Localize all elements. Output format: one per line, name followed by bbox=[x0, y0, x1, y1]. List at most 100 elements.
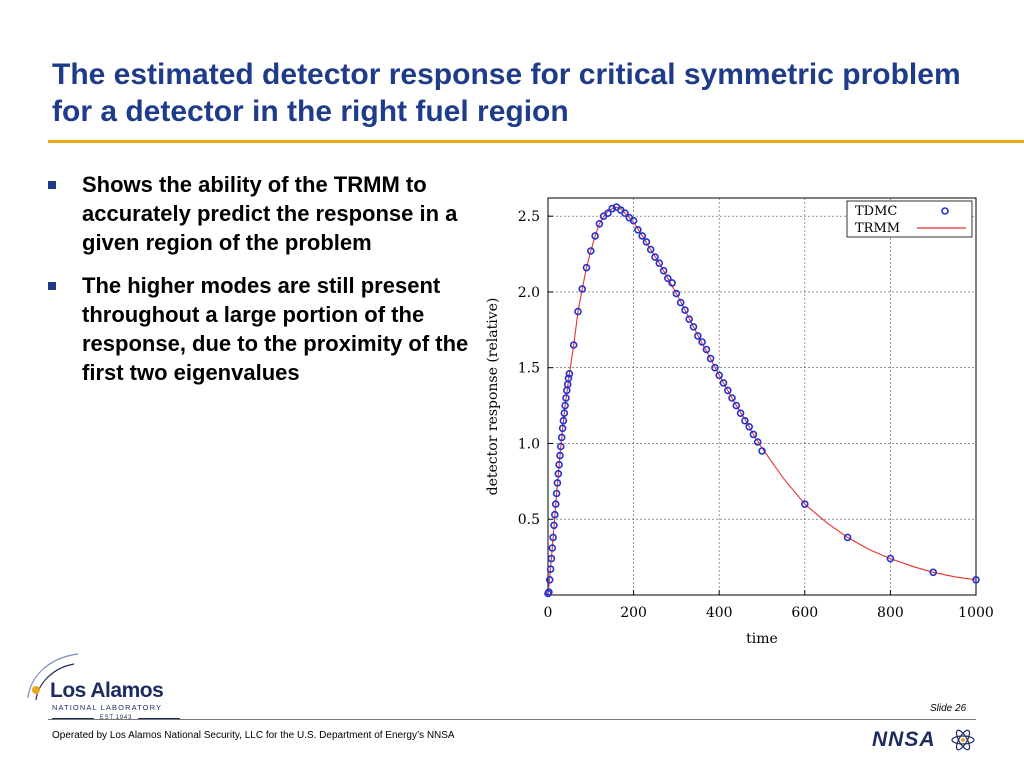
data-point-tdmc bbox=[569, 341, 578, 349]
data-point-tdmc bbox=[668, 279, 676, 287]
data-point-tdmc bbox=[557, 442, 565, 451]
legend-box bbox=[846, 200, 973, 238]
data-point-tdmc bbox=[560, 409, 569, 417]
logo-established: EST.1943 bbox=[52, 715, 180, 721]
logo-name: Los Alamos bbox=[50, 679, 164, 702]
data-point-tdmc bbox=[545, 588, 553, 596]
data-point-tdmc bbox=[736, 409, 745, 417]
bullet-text: Shows the ability of the TRMM to accurat… bbox=[82, 172, 458, 255]
x-axis-label: time bbox=[746, 631, 778, 647]
data-point-tdmc bbox=[694, 332, 702, 340]
data-point-tdmc bbox=[698, 338, 706, 346]
bullet-item: Shows the ability of the TRMM to accurat… bbox=[48, 170, 478, 257]
bullet-text: The higher modes are still present throu… bbox=[82, 273, 469, 385]
data-point-tdmc bbox=[555, 460, 563, 469]
x-tick-label: 1000 bbox=[958, 605, 994, 621]
data-point-tdmc bbox=[715, 371, 723, 380]
y-tick-label: 2.0 bbox=[518, 285, 540, 301]
x-tick-label: 400 bbox=[706, 605, 733, 621]
los-alamos-logo: Los Alamos NATIONAL LABORATORY EST.1943 bbox=[22, 648, 192, 728]
data-point-tdmc bbox=[545, 575, 554, 584]
data-point-tdmc bbox=[843, 533, 852, 542]
x-tick-label: 600 bbox=[791, 605, 818, 621]
data-point-tdmc bbox=[753, 438, 762, 446]
data-point-tdmc bbox=[591, 232, 599, 240]
y-tick-label: 2.5 bbox=[518, 209, 540, 225]
logo-arc-icon bbox=[27, 653, 79, 701]
data-point-tdmc bbox=[565, 370, 574, 378]
x-tick-label: 200 bbox=[620, 605, 647, 621]
data-point-tdmc bbox=[758, 447, 766, 455]
data-point-tdmc bbox=[732, 401, 741, 410]
data-point-tdmc bbox=[554, 469, 563, 478]
data-point-tdmc bbox=[706, 354, 715, 363]
data-point-tdmc bbox=[587, 247, 595, 255]
data-point-tdmc bbox=[638, 232, 646, 240]
data-point-tdmc bbox=[547, 554, 556, 563]
data-point-tdmc bbox=[929, 568, 938, 577]
slide-title: The estimated detector response for crit… bbox=[52, 58, 961, 128]
footer-rule bbox=[48, 719, 976, 720]
data-point-tdmc bbox=[728, 394, 736, 402]
data-point-tdmc bbox=[972, 575, 980, 584]
data-point-tdmc bbox=[689, 323, 698, 331]
data-point-tdmc bbox=[651, 253, 659, 261]
data-point-tdmc bbox=[676, 298, 685, 307]
legend-label-trmm: TRMM bbox=[855, 221, 900, 236]
data-point-tdmc bbox=[672, 289, 681, 298]
bullet-item: The higher modes are still present throu… bbox=[48, 271, 478, 387]
x-tick-label: 0 bbox=[544, 605, 553, 621]
ticks: 0 200 400 600 800 1000 0.5 1.0 1.5 2.0 2.5 bbox=[518, 209, 994, 621]
legend: TDMC TRMM bbox=[846, 200, 973, 238]
legend-label-tdmc: TDMC bbox=[855, 204, 897, 219]
logo-subtitle: NATIONAL LABORATORY bbox=[52, 703, 163, 712]
data-point-tdmc bbox=[711, 363, 719, 372]
data-point-tdmc bbox=[557, 433, 566, 442]
x-tick-label: 800 bbox=[877, 605, 904, 621]
data-point-tdmc bbox=[646, 245, 655, 254]
data-point-tdmc bbox=[800, 500, 809, 508]
footer-text: Operated by Los Alamos National Security… bbox=[52, 730, 455, 741]
data-point-tdmc bbox=[604, 209, 612, 218]
data-point-tdmc bbox=[548, 544, 557, 552]
data-point-tdmc bbox=[749, 430, 758, 439]
data-point-tdmc bbox=[685, 315, 693, 323]
data-point-tdmc bbox=[595, 219, 604, 228]
bullet-square-icon bbox=[48, 282, 56, 290]
y-axis-label: detector response (relative) bbox=[485, 298, 501, 496]
series-line-trmm bbox=[547, 206, 977, 596]
data-point-tdmc bbox=[553, 479, 562, 487]
data-point-tdmc bbox=[664, 274, 672, 283]
data-point-tdmc bbox=[634, 225, 642, 234]
bullet-list: Shows the ability of the TRMM to accurat… bbox=[48, 170, 478, 401]
data-point-tdmc bbox=[582, 263, 591, 272]
data-point-tdmc bbox=[724, 386, 732, 395]
data-point-tdmc bbox=[629, 216, 638, 225]
detector-response-chart: 0 200 400 600 800 1000 0.5 1.0 1.5 2.0 2.5 time de… bbox=[485, 197, 994, 647]
atom-icon bbox=[951, 729, 975, 751]
data-point-tdmc bbox=[608, 204, 616, 213]
legend-marker-tdmc bbox=[941, 207, 949, 215]
data-point-tdmc bbox=[574, 307, 582, 316]
data-point-tdmc bbox=[564, 374, 573, 383]
data-point-tdmc bbox=[702, 345, 711, 354]
series bbox=[544, 203, 980, 598]
data-point-tdmc bbox=[642, 238, 651, 246]
y-tick-label: 1.0 bbox=[518, 436, 540, 452]
data-point-tdmc bbox=[550, 521, 558, 530]
data-point-tdmc bbox=[558, 424, 567, 433]
data-point-tdmc bbox=[551, 500, 560, 508]
data-point-tdmc bbox=[556, 451, 564, 460]
data-point-tdmc bbox=[659, 266, 668, 275]
data-point-tdmc bbox=[551, 510, 559, 519]
nnsa-logo-text: NNSA bbox=[872, 728, 936, 751]
data-point-tdmc bbox=[562, 394, 570, 402]
nnsa-logo: NNSA bbox=[872, 727, 976, 753]
data-point-tdmc bbox=[741, 416, 749, 425]
data-point-tdmc bbox=[552, 489, 561, 498]
grid bbox=[548, 198, 976, 595]
data-point-tdmc bbox=[559, 416, 568, 425]
data-point-tdmc bbox=[719, 379, 728, 387]
title-rule bbox=[48, 140, 1024, 143]
data-point-tdmc bbox=[745, 423, 754, 431]
